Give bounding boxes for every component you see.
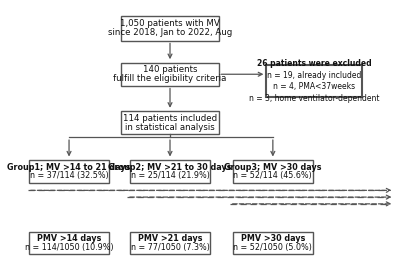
Text: n = 114/1050 (10.9%): n = 114/1050 (10.9%) [25, 242, 113, 251]
Text: n = 77/1050 (7.3%): n = 77/1050 (7.3%) [130, 242, 210, 251]
FancyBboxPatch shape [121, 63, 219, 86]
Text: n = 52/114 (45.6%): n = 52/114 (45.6%) [234, 171, 312, 180]
FancyBboxPatch shape [233, 232, 313, 254]
Text: n = 3, home ventilator-dependent: n = 3, home ventilator-dependent [249, 94, 379, 103]
Text: n = 37/114 (32.5%): n = 37/114 (32.5%) [30, 171, 108, 180]
FancyBboxPatch shape [121, 16, 219, 40]
Text: fulfill the eligibility criteria: fulfill the eligibility criteria [113, 74, 227, 83]
Text: n = 4, PMA<37weeks: n = 4, PMA<37weeks [273, 82, 355, 92]
Text: in statistical analysis: in statistical analysis [125, 123, 215, 132]
Text: n = 19, already included: n = 19, already included [267, 70, 361, 80]
FancyBboxPatch shape [233, 160, 313, 183]
FancyBboxPatch shape [29, 232, 109, 254]
Text: 140 patients: 140 patients [143, 65, 197, 75]
Text: Group3; MV >30 days: Group3; MV >30 days [224, 163, 322, 172]
Text: 114 patients included: 114 patients included [123, 114, 217, 123]
Text: n = 52/1050 (5.0%): n = 52/1050 (5.0%) [234, 242, 312, 251]
Text: 26 patients were excluded: 26 patients were excluded [257, 59, 371, 68]
Text: PMV >14 days: PMV >14 days [37, 235, 101, 244]
FancyBboxPatch shape [266, 66, 362, 97]
FancyBboxPatch shape [130, 232, 210, 254]
Text: since 2018, Jan to 2022, Aug: since 2018, Jan to 2022, Aug [108, 28, 232, 38]
Text: 1,050 patients with MV: 1,050 patients with MV [120, 19, 220, 28]
Text: Group2; MV >21 to 30 days: Group2; MV >21 to 30 days [108, 163, 232, 172]
FancyBboxPatch shape [121, 111, 219, 134]
FancyBboxPatch shape [130, 160, 210, 183]
Text: Group1; MV >14 to 21 days: Group1; MV >14 to 21 days [7, 163, 131, 172]
Text: PMV >21 days: PMV >21 days [138, 235, 202, 244]
FancyBboxPatch shape [29, 160, 109, 183]
Text: PMV >30 days: PMV >30 days [241, 235, 305, 244]
Text: n = 25/114 (21.9%): n = 25/114 (21.9%) [130, 171, 210, 180]
